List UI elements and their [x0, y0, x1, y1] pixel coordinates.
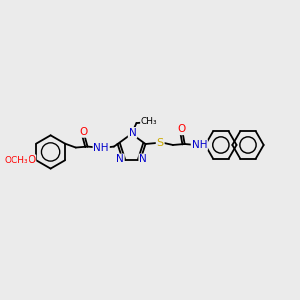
Text: NH: NH	[94, 142, 109, 153]
Text: N: N	[129, 128, 136, 138]
Text: CH₃: CH₃	[141, 117, 158, 126]
Text: O: O	[27, 155, 35, 165]
Text: N: N	[139, 154, 147, 164]
Text: O: O	[178, 124, 186, 134]
Text: NH: NH	[192, 140, 207, 150]
Text: O: O	[80, 127, 88, 137]
Text: S: S	[157, 138, 164, 148]
Text: N: N	[116, 154, 124, 164]
Text: OCH₃: OCH₃	[5, 156, 28, 165]
